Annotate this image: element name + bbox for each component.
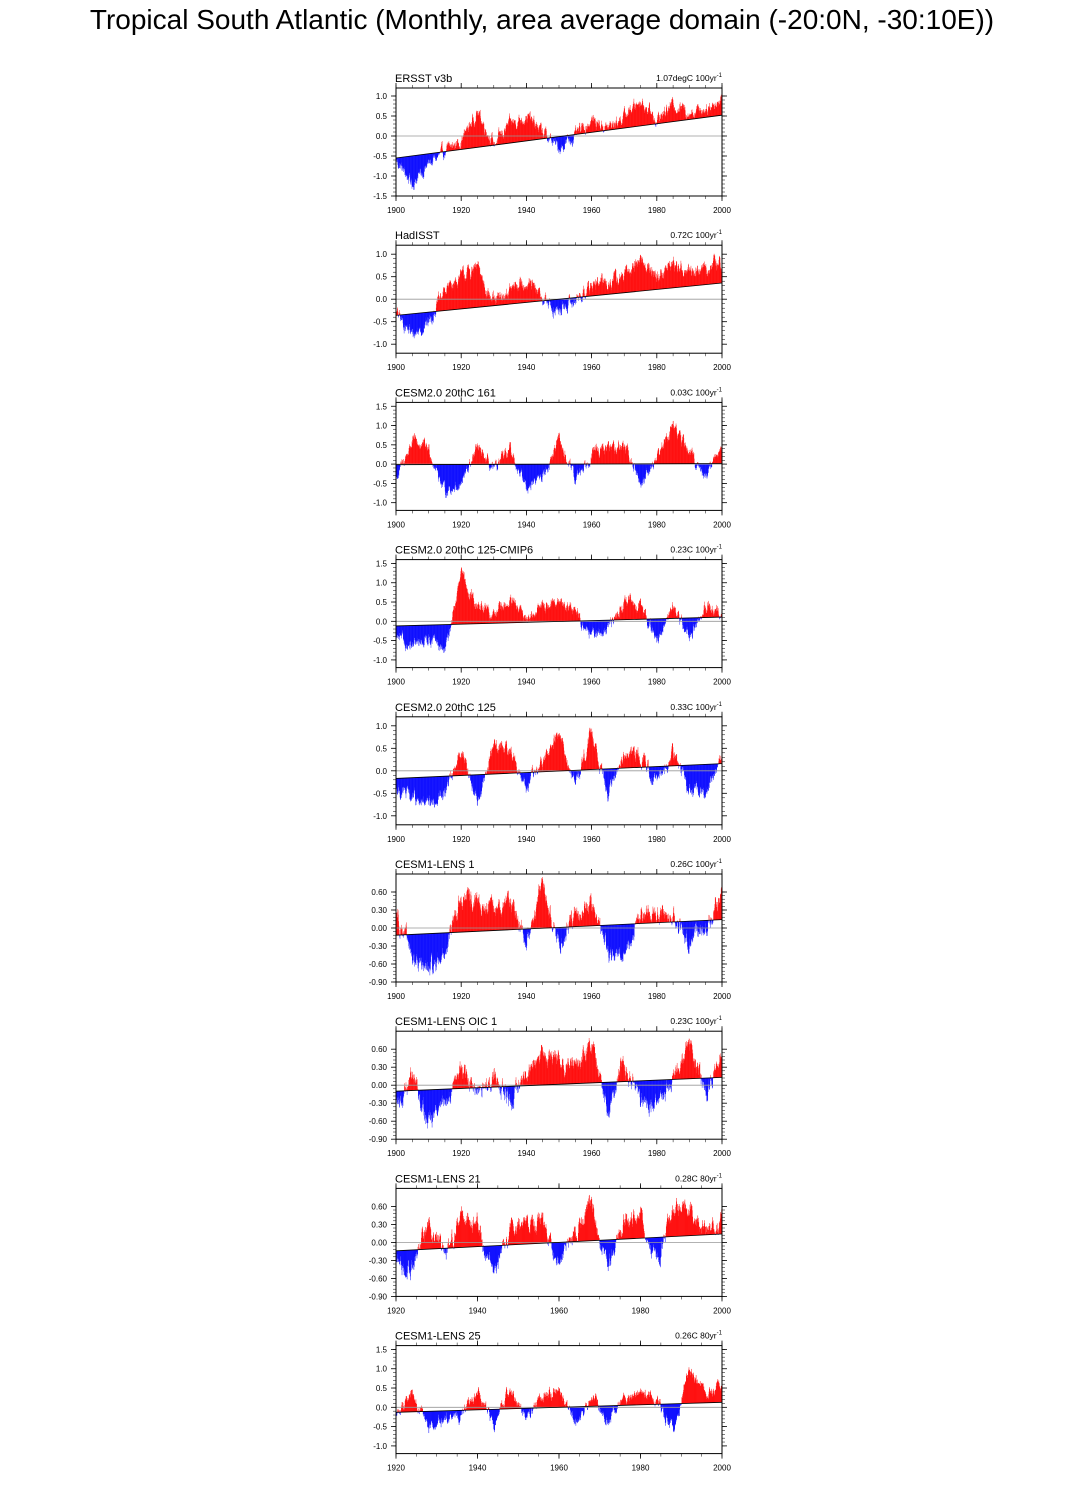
trend-label-main: 1.07degC 100yr — [656, 73, 717, 83]
y-tick-label: -1.0 — [373, 172, 387, 181]
x-tick-label: 1920 — [452, 206, 470, 215]
x-tick-label: 1940 — [518, 520, 536, 529]
chart-panel: ERSST v3b 1.07degC 100yr-1 1.0 0.5 0.0 -0.5 -1… — [373, 73, 731, 215]
trend-label-superscript: -1 — [717, 387, 723, 393]
anomaly-bars — [396, 567, 723, 653]
y-tick-label: 0.5 — [376, 112, 388, 121]
page-title: Tropical South Atlantic (Monthly, area a… — [89, 4, 995, 35]
x-tick-label: 2000 — [713, 520, 731, 529]
y-tick-label: 0.5 — [376, 441, 388, 450]
y-tick-label: 0.0 — [376, 295, 388, 304]
x-tick-label: 1940 — [518, 206, 536, 215]
anomaly-bars — [396, 253, 723, 339]
trend-line — [395, 463, 723, 466]
x-tick-label: 1900 — [387, 363, 405, 372]
x-tick-label: 1980 — [648, 363, 666, 372]
x-tick-label: 1940 — [518, 363, 536, 372]
trend-label-superscript: -1 — [717, 73, 723, 79]
x-tick-label: 1900 — [387, 520, 405, 529]
y-tick-label: -0.5 — [373, 152, 387, 161]
trend-label: 1.07degC 100yr-1 — [656, 73, 722, 83]
chart-panel: CESM2.0 20thC 125-CMIP6 0.23C 100yr-11.51… — [373, 545, 731, 687]
trend-label-superscript: -1 — [717, 230, 723, 236]
panel-title: ERSST v3b — [395, 73, 452, 85]
y-tick-label: -1.0 — [373, 340, 387, 349]
y-tick-label: 0.5 — [376, 273, 388, 282]
chart-panel: HadISST 0.72C 100yr-1 1.0 0.5 0.0 -0.5 -1.0 190… — [373, 230, 731, 372]
x-tick-label: 1980 — [648, 520, 666, 529]
y-tick-label: -0.5 — [373, 479, 387, 488]
x-tick-label: 1900 — [387, 206, 405, 215]
trend-label-main: 0.23C 100yr — [670, 545, 716, 555]
trend-label-main: 0.03C 100yr — [670, 387, 716, 397]
panel-title: CESM2.0 20thC 161 — [395, 387, 496, 399]
panel-title: CESM2.0 20thC 125-CMIP6 — [395, 545, 533, 557]
x-tick-label: 1960 — [583, 363, 601, 372]
y-tick-label: 0.0 — [376, 460, 388, 469]
y-tick-label: 0.0 — [376, 132, 388, 141]
x-tick-label: 1960 — [583, 520, 601, 529]
x-tick-label: 1980 — [648, 206, 666, 215]
x-tick-label: 1920 — [452, 363, 470, 372]
trend-label-superscript: -1 — [717, 545, 723, 551]
y-tick-label: 1.0 — [376, 92, 388, 101]
y-tick-label: -1.0 — [373, 499, 387, 508]
trend-label-main: 0.72C 100yr — [670, 230, 716, 240]
trend-line — [395, 282, 723, 316]
trend-label: 0.72C 100yr-1 — [670, 230, 722, 240]
x-tick-label: 2000 — [713, 206, 731, 215]
y-tick-label: 1.0 — [376, 422, 388, 431]
y-tick-label: 1.0 — [376, 250, 388, 259]
x-tick-label: 1960 — [583, 206, 601, 215]
trend-label: 0.03C 100yr-1 — [670, 387, 722, 397]
x-tick-label: 1920 — [452, 520, 470, 529]
trend-label: 0.23C 100yr-1 — [670, 545, 722, 555]
trend-line — [395, 114, 723, 159]
chart-panel: CESM2.0 20thC 161 0.03C 100yr-1 1.5 1.0 0.5 0… — [373, 387, 731, 529]
panel-title: HadISST — [395, 230, 440, 242]
anomaly-bars — [396, 94, 723, 190]
anomaly-bars — [396, 420, 723, 498]
x-tick-label: 2000 — [713, 363, 731, 372]
y-tick-label: 1.5 — [376, 402, 388, 411]
y-tick-label: -0.5 — [373, 318, 387, 327]
y-tick-label: -1.5 — [373, 192, 387, 201]
